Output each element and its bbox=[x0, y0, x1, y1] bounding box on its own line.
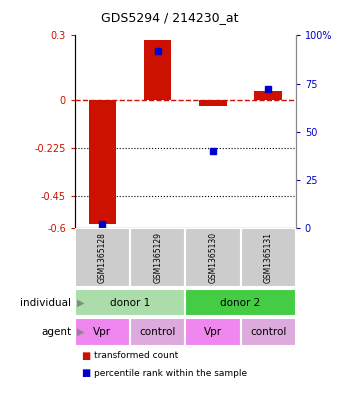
Text: Vpr: Vpr bbox=[204, 327, 222, 337]
Bar bbox=[185, 228, 241, 287]
Bar bbox=[144, 40, 171, 99]
Text: Vpr: Vpr bbox=[94, 327, 112, 337]
Text: agent: agent bbox=[41, 327, 71, 337]
Text: GSM1365128: GSM1365128 bbox=[98, 232, 107, 283]
Text: GSM1365131: GSM1365131 bbox=[264, 232, 273, 283]
Text: ■: ■ bbox=[82, 368, 91, 378]
Text: transformed count: transformed count bbox=[94, 351, 178, 360]
Text: individual: individual bbox=[20, 298, 71, 308]
Bar bbox=[75, 289, 185, 316]
Bar bbox=[241, 318, 296, 346]
Text: ▶: ▶ bbox=[76, 298, 84, 308]
Text: ■: ■ bbox=[82, 351, 91, 361]
Text: GSM1365129: GSM1365129 bbox=[153, 232, 162, 283]
Bar bbox=[75, 228, 130, 287]
Bar bbox=[130, 318, 185, 346]
Bar bbox=[254, 91, 282, 99]
Text: percentile rank within the sample: percentile rank within the sample bbox=[94, 369, 246, 378]
Text: control: control bbox=[139, 327, 176, 337]
Text: ▶: ▶ bbox=[76, 327, 84, 337]
Bar bbox=[185, 289, 296, 316]
Text: donor 1: donor 1 bbox=[110, 298, 150, 308]
Text: control: control bbox=[250, 327, 286, 337]
Bar bbox=[199, 99, 227, 106]
Text: donor 2: donor 2 bbox=[220, 298, 261, 308]
Text: GDS5294 / 214230_at: GDS5294 / 214230_at bbox=[101, 11, 239, 24]
Bar bbox=[241, 228, 296, 287]
Bar bbox=[75, 318, 130, 346]
Bar bbox=[89, 99, 116, 224]
Bar bbox=[185, 318, 241, 346]
Text: GSM1365130: GSM1365130 bbox=[208, 232, 217, 283]
Bar bbox=[130, 228, 185, 287]
